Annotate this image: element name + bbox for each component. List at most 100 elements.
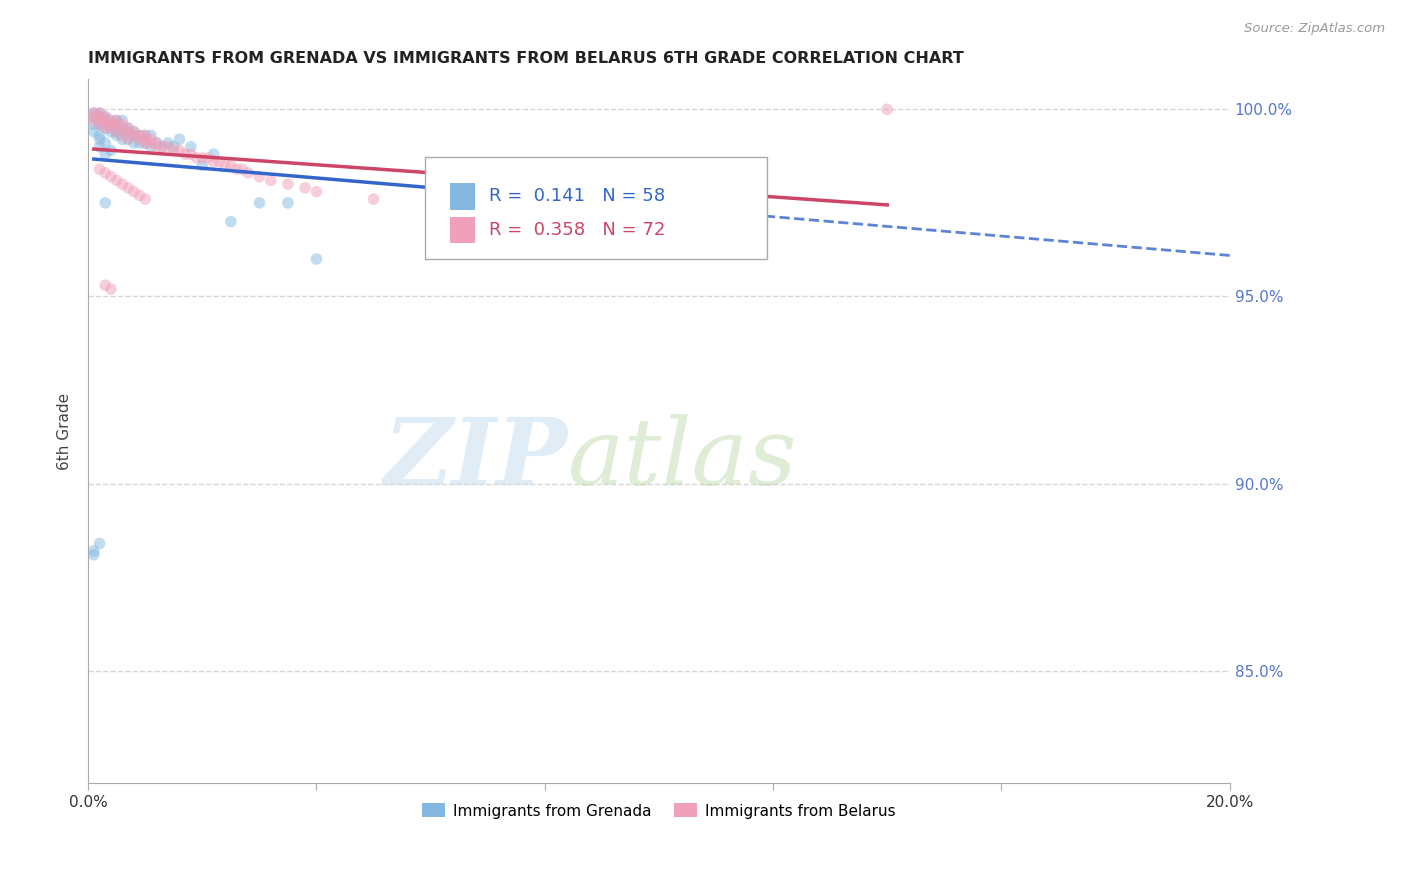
- Point: [89, 117, 111, 131]
- Point: [89, 132, 111, 146]
- Point: [277, 177, 299, 191]
- Point: [219, 214, 242, 228]
- Point: [100, 113, 122, 128]
- Point: [145, 136, 167, 150]
- Point: [305, 185, 328, 199]
- Point: [247, 195, 270, 210]
- Point: [294, 181, 316, 195]
- Point: [111, 125, 134, 139]
- Point: [876, 103, 898, 117]
- Point: [180, 139, 202, 153]
- Point: [105, 117, 128, 131]
- Point: [225, 162, 247, 177]
- Point: [83, 110, 105, 124]
- Point: [363, 192, 385, 206]
- Point: [145, 139, 167, 153]
- Point: [247, 169, 270, 184]
- Point: [122, 128, 145, 143]
- Point: [89, 113, 111, 128]
- Text: atlas: atlas: [568, 415, 797, 504]
- Point: [128, 128, 150, 143]
- Point: [94, 278, 117, 293]
- Point: [94, 117, 117, 131]
- Point: [134, 136, 156, 150]
- Point: [117, 132, 139, 146]
- Point: [89, 110, 111, 124]
- Point: [231, 162, 253, 177]
- Point: [157, 136, 180, 150]
- Y-axis label: 6th Grade: 6th Grade: [58, 392, 72, 470]
- Point: [94, 121, 117, 136]
- Point: [134, 136, 156, 150]
- Text: R =  0.141   N = 58: R = 0.141 N = 58: [489, 187, 665, 205]
- Point: [83, 106, 105, 120]
- Point: [122, 125, 145, 139]
- Point: [117, 121, 139, 136]
- Point: [89, 162, 111, 177]
- Point: [122, 136, 145, 150]
- Point: [219, 158, 242, 172]
- Point: [122, 125, 145, 139]
- Point: [191, 158, 214, 172]
- Bar: [450, 217, 475, 244]
- Point: [174, 147, 197, 161]
- Point: [89, 536, 111, 550]
- Point: [139, 136, 162, 150]
- Text: R =  0.358   N = 72: R = 0.358 N = 72: [489, 221, 665, 239]
- Bar: [450, 183, 475, 210]
- Point: [111, 113, 134, 128]
- Point: [533, 211, 555, 225]
- Point: [419, 200, 441, 214]
- Point: [117, 132, 139, 146]
- Point: [163, 139, 186, 153]
- Point: [139, 132, 162, 146]
- Point: [89, 106, 111, 120]
- Point: [111, 121, 134, 136]
- Point: [139, 128, 162, 143]
- Point: [83, 544, 105, 558]
- Point: [94, 147, 117, 161]
- Point: [105, 113, 128, 128]
- Point: [94, 121, 117, 136]
- Point: [100, 125, 122, 139]
- Point: [128, 188, 150, 202]
- Point: [128, 136, 150, 150]
- Point: [117, 121, 139, 136]
- Text: IMMIGRANTS FROM GRENADA VS IMMIGRANTS FROM BELARUS 6TH GRADE CORRELATION CHART: IMMIGRANTS FROM GRENADA VS IMMIGRANTS FR…: [89, 51, 965, 66]
- Point: [100, 117, 122, 131]
- Point: [89, 113, 111, 128]
- Point: [128, 128, 150, 143]
- Point: [117, 125, 139, 139]
- Point: [89, 128, 111, 143]
- Point: [305, 252, 328, 266]
- Point: [94, 113, 117, 128]
- Point: [477, 207, 499, 221]
- Point: [105, 117, 128, 131]
- Point: [105, 113, 128, 128]
- Point: [105, 125, 128, 139]
- Legend: Immigrants from Grenada, Immigrants from Belarus: Immigrants from Grenada, Immigrants from…: [416, 797, 901, 825]
- Point: [150, 139, 173, 153]
- Point: [169, 132, 191, 146]
- Point: [94, 110, 117, 124]
- Point: [100, 117, 122, 131]
- FancyBboxPatch shape: [425, 157, 768, 259]
- Point: [111, 121, 134, 136]
- Point: [83, 110, 105, 124]
- Point: [157, 139, 180, 153]
- Point: [83, 117, 105, 131]
- Point: [83, 106, 105, 120]
- Point: [169, 144, 191, 158]
- Point: [111, 177, 134, 191]
- Point: [105, 125, 128, 139]
- Point: [197, 151, 219, 165]
- Point: [111, 128, 134, 143]
- Point: [94, 113, 117, 128]
- Point: [89, 117, 111, 131]
- Point: [260, 173, 283, 187]
- Point: [83, 125, 105, 139]
- Point: [100, 282, 122, 296]
- Point: [150, 139, 173, 153]
- Point: [191, 151, 214, 165]
- Point: [100, 121, 122, 136]
